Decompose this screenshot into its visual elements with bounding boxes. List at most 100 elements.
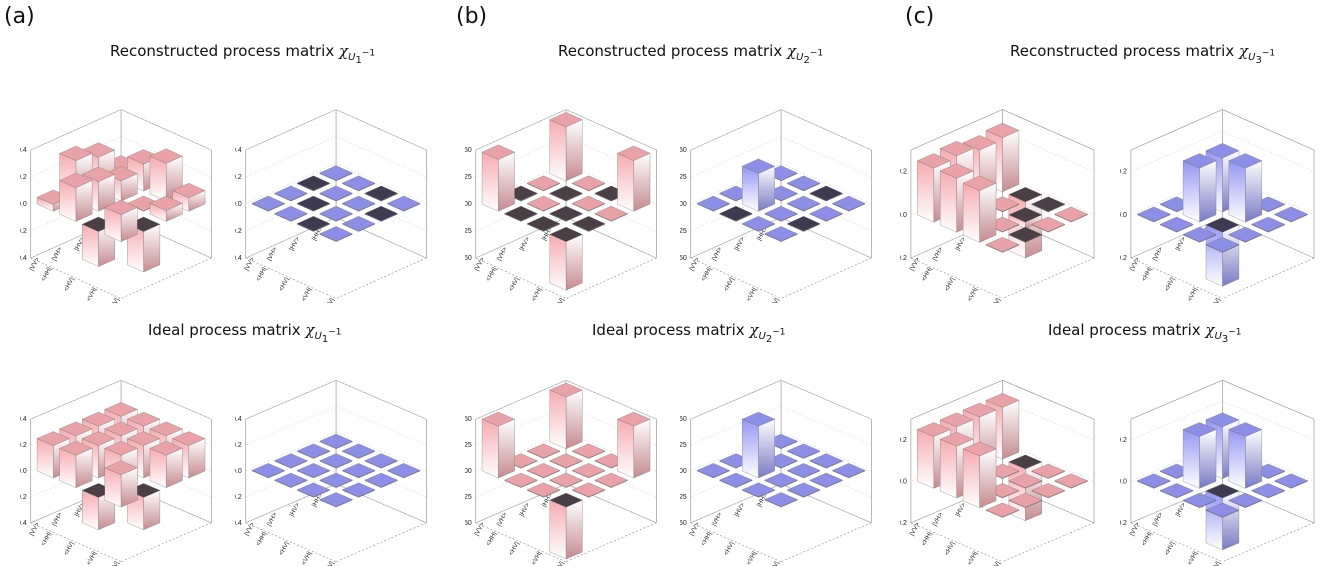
bars [696,411,866,508]
bar-face [985,393,1020,408]
bar-face [565,389,583,450]
bar [1182,422,1217,489]
axis-line [565,257,657,299]
bar-face [319,453,353,468]
z-tick-label: 0.00 [680,468,687,475]
bar [1182,226,1217,243]
bar-face [985,502,1020,518]
bar-face [341,482,376,497]
z-tick-label: 0.0 [1120,212,1127,219]
bar-face [617,411,651,427]
bar-face [1228,153,1263,169]
bar [364,453,398,469]
bar-face [526,443,561,459]
bar [741,158,776,212]
bar [1054,473,1088,489]
z-tick-label: 0.4 [20,147,27,154]
bar-face [1031,483,1066,498]
grid-line [335,136,427,178]
bar-face [809,206,843,221]
bar-face [504,472,538,488]
bar-face [565,234,583,291]
bar [962,175,997,243]
bar [1228,422,1263,489]
bar-face [549,382,583,398]
bar-face [549,185,583,201]
bar [985,502,1020,518]
bar [962,441,997,508]
bar [1031,196,1066,213]
grid-line [565,380,657,420]
bar [481,411,515,479]
bar [104,460,138,508]
bar [274,472,308,488]
bar-face [549,453,583,468]
z-tick-label: 0.50 [465,416,472,423]
bar [786,443,821,459]
bars [251,165,421,242]
bars [696,158,866,242]
z-tick-label: 0.0 [235,468,242,475]
bar [319,185,353,202]
bar-face [296,195,331,211]
bar-face [979,448,997,508]
row-axis-label: |VH> [496,511,509,527]
bar [719,206,753,222]
z-tick-label: 0.0 [20,468,27,475]
bar [1031,483,1066,499]
bar-face [296,482,331,497]
grid-line [690,380,782,420]
grid-line [245,136,337,178]
bar [571,463,606,479]
bar-face [758,165,775,212]
bar-face [319,434,353,449]
col-axis-label: <VH| [530,550,543,566]
bar-face [81,411,116,427]
bar-face [572,216,606,232]
row-axis-label: |HV> [288,502,301,518]
bar-face [594,472,628,488]
col-axis-label: <VH| [1186,550,1199,566]
bar [319,226,353,242]
grid-line [1222,130,1315,172]
bar-face [1031,196,1066,212]
bar [1274,473,1308,489]
bar [296,216,331,232]
bar [549,382,583,450]
bar-face [1228,492,1263,508]
bar-face [341,463,376,478]
bar-face [1054,206,1088,222]
row-axis-label: |VV> [1129,256,1142,272]
bar-face [741,216,776,232]
bar-face [979,182,997,243]
bar-face [1008,207,1043,223]
z-tick-label: 0.00 [465,468,472,475]
axis-line [245,257,337,299]
grid-line [335,405,427,446]
bar-face [59,145,93,161]
axis-line [1002,379,1095,420]
bar-face [1159,216,1194,232]
bar [296,175,331,192]
grid-line [30,380,122,420]
col-axis-label: <VH| [966,286,979,302]
chart-c-recon-real: 0.20.0-0.2|HH>|HV>|VH>|VV><HH|<HV|<VH|<V… [900,109,1095,303]
row-axis-label: |VH> [1151,511,1164,527]
col-axis-label: <VH| [300,286,313,302]
chart-a-recon-real: 0.40.20.0-0.2-0.4|HH>|HV>|VH>|VV><HH|<HV… [20,109,212,303]
bar [719,472,753,488]
bar [741,411,776,479]
bars [1136,143,1308,287]
bar [274,206,308,222]
bar-face [696,463,730,478]
bar [809,185,843,202]
col-axis-label: <VV| [768,297,781,303]
bar [1031,216,1066,233]
bar-face [1182,153,1217,169]
bar [1159,483,1194,499]
bar-face [741,482,776,497]
bar-face [633,418,651,479]
col-axis-label: <VH| [966,550,979,566]
axis-line [1002,257,1095,299]
z-tick-label: -0.2 [20,228,27,235]
